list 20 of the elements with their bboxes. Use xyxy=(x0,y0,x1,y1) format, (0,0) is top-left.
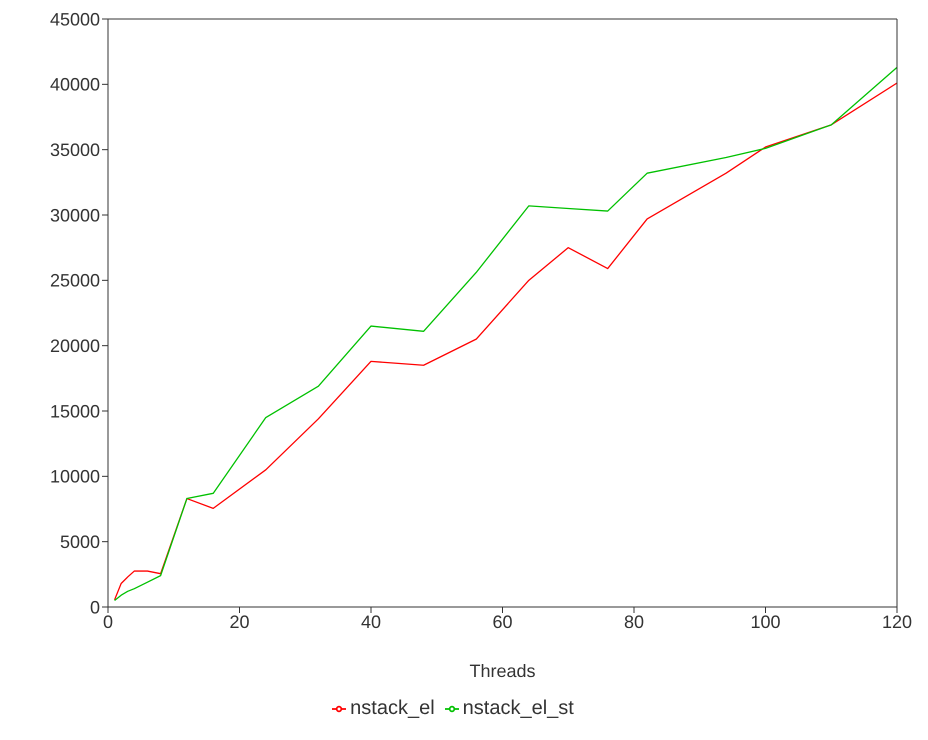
y-tick-label: 15000 xyxy=(50,401,100,422)
y-tick-label: 45000 xyxy=(50,9,100,30)
y-tick-label: 20000 xyxy=(50,336,100,356)
x-tick-label: 0 xyxy=(102,612,114,632)
x-tick-label: 40 xyxy=(360,612,382,632)
x-tick-label: 100 xyxy=(750,612,781,632)
x-tick-label: 60 xyxy=(492,612,513,632)
y-tick-label: 35000 xyxy=(50,140,100,160)
x-tick-label: 120 xyxy=(882,612,912,632)
y-tick-label: 10000 xyxy=(50,466,100,487)
x-axis-title: Threads xyxy=(469,661,536,681)
legend-label: nstack_el xyxy=(350,697,435,719)
y-tick-label: 0 xyxy=(90,597,100,618)
x-tick-label: 20 xyxy=(229,612,250,632)
legend-label: nstack_el_st xyxy=(462,697,574,719)
y-tick-label: 25000 xyxy=(50,270,100,291)
y-tick-label: 5000 xyxy=(60,532,100,552)
y-tick-label: 30000 xyxy=(50,205,100,226)
y-tick-label: 40000 xyxy=(50,74,100,95)
x-tick-label: 80 xyxy=(624,612,644,632)
